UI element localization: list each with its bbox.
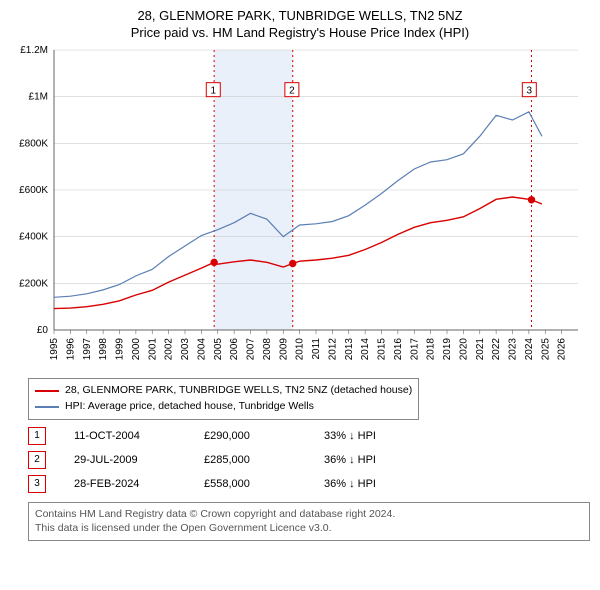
svg-text:2009: 2009 <box>278 338 289 361</box>
sale-delta: 33% ↓ HPI <box>324 430 444 442</box>
svg-text:2008: 2008 <box>262 338 273 361</box>
svg-text:2006: 2006 <box>229 338 240 361</box>
sale-marker: 2 <box>28 451 46 469</box>
chart-title: 28, GLENMORE PARK, TUNBRIDGE WELLS, TN2 … <box>0 0 600 42</box>
footer-attribution: Contains HM Land Registry data © Crown c… <box>28 502 590 541</box>
sale-price: £285,000 <box>204 454 324 466</box>
footer-line-2: This data is licensed under the Open Gov… <box>35 521 583 536</box>
sale-delta: 36% ↓ HPI <box>324 478 444 490</box>
svg-text:2024: 2024 <box>524 338 535 361</box>
svg-text:2019: 2019 <box>442 338 453 361</box>
chart-plot: £0 £200K £400K £600K £800K £1M £1.2M 1995 1996 19… <box>10 42 590 372</box>
svg-text:2022: 2022 <box>491 338 502 361</box>
svg-text:1995: 1995 <box>49 338 60 361</box>
svg-text:2021: 2021 <box>475 338 486 361</box>
svg-text:£1M: £1M <box>29 92 48 103</box>
sale-price: £558,000 <box>204 478 324 490</box>
svg-text:2013: 2013 <box>344 338 355 361</box>
sale-marker: 3 <box>28 475 46 493</box>
svg-text:1999: 1999 <box>115 338 126 361</box>
svg-text:1997: 1997 <box>82 338 93 361</box>
svg-text:2026: 2026 <box>557 338 568 361</box>
sale-row: 3 28-FEB-2024£558,00036% ↓ HPI <box>28 472 590 496</box>
svg-text:2012: 2012 <box>327 338 338 361</box>
title-line-1: 28, GLENMORE PARK, TUNBRIDGE WELLS, TN2 … <box>10 8 590 23</box>
svg-text:2002: 2002 <box>164 338 175 361</box>
sales-table: 1 11-OCT-2004£290,00033% ↓ HPI 2 29-JUL-200… <box>28 424 590 496</box>
sale-delta: 36% ↓ HPI <box>324 454 444 466</box>
svg-text:£200K: £200K <box>19 278 48 289</box>
sale-row: 1 11-OCT-2004£290,00033% ↓ HPI <box>28 424 590 448</box>
svg-text:2001: 2001 <box>147 338 158 361</box>
sale-date: 28-FEB-2024 <box>74 478 204 490</box>
svg-text:1996: 1996 <box>65 338 76 361</box>
svg-text:1998: 1998 <box>98 338 109 361</box>
svg-text:£600K: £600K <box>19 185 48 196</box>
svg-text:2005: 2005 <box>213 338 224 361</box>
sale-marker: 1 <box>28 427 46 445</box>
svg-text:£1.2M: £1.2M <box>20 45 48 56</box>
svg-text:3: 3 <box>527 86 533 97</box>
svg-text:2014: 2014 <box>360 338 371 361</box>
footer-line-1: Contains HM Land Registry data © Crown c… <box>35 507 583 522</box>
svg-text:2017: 2017 <box>409 338 420 361</box>
svg-text:2003: 2003 <box>180 338 191 361</box>
chart-svg: £0 £200K £400K £600K £800K £1M £1.2M 1995 1996 19… <box>10 42 590 372</box>
svg-text:2004: 2004 <box>196 338 207 361</box>
svg-text:2007: 2007 <box>246 338 257 361</box>
svg-text:2000: 2000 <box>131 338 142 361</box>
svg-text:£800K: £800K <box>19 138 48 149</box>
legend-item: HPI: Average price, detached house, Tunb… <box>35 399 412 415</box>
sale-date: 29-JUL-2009 <box>74 454 204 466</box>
svg-text:2025: 2025 <box>540 338 551 361</box>
svg-text:2020: 2020 <box>458 338 469 361</box>
sale-price: £290,000 <box>204 430 324 442</box>
svg-text:£0: £0 <box>37 325 49 336</box>
svg-text:£400K: £400K <box>19 232 48 243</box>
svg-text:2010: 2010 <box>295 338 306 361</box>
sale-row: 2 29-JUL-2009£285,00036% ↓ HPI <box>28 448 590 472</box>
legend-label: HPI: Average price, detached house, Tunb… <box>65 399 314 415</box>
sale-date: 11-OCT-2004 <box>74 430 204 442</box>
chart-container: { "title": { "line1": "28, GLENMORE PARK… <box>0 0 600 541</box>
legend-swatch <box>35 406 59 408</box>
legend-item: 28, GLENMORE PARK, TUNBRIDGE WELLS, TN2 … <box>35 383 412 399</box>
svg-text:1: 1 <box>211 86 217 97</box>
legend-swatch <box>35 390 59 392</box>
svg-text:2023: 2023 <box>508 338 519 361</box>
svg-text:2016: 2016 <box>393 338 404 361</box>
svg-text:2015: 2015 <box>377 338 388 361</box>
legend-label: 28, GLENMORE PARK, TUNBRIDGE WELLS, TN2 … <box>65 383 412 399</box>
svg-text:2018: 2018 <box>426 338 437 361</box>
title-line-2: Price paid vs. HM Land Registry's House … <box>10 25 590 40</box>
svg-text:2011: 2011 <box>311 338 322 360</box>
legend: 28, GLENMORE PARK, TUNBRIDGE WELLS, TN2 … <box>28 378 419 420</box>
svg-text:2: 2 <box>289 86 295 97</box>
